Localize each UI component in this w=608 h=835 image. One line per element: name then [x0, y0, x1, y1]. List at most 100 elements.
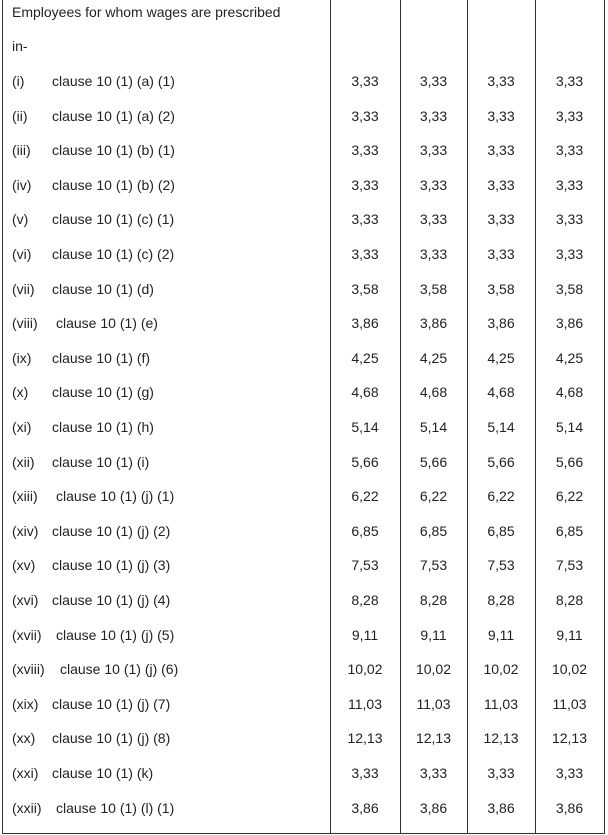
cell-value: 5,14	[555, 419, 584, 435]
cell-value: 10,02	[483, 661, 519, 678]
row-number: (xviii)	[12, 661, 45, 678]
cell-value: 3,86	[419, 315, 448, 332]
row-label: clause 10 (1) (j) (5)	[56, 626, 175, 643]
row-number: (xii)	[12, 453, 35, 470]
cell-value: 9,11	[556, 626, 583, 643]
row-number: (ix)	[12, 349, 32, 366]
cell-value: 9,11	[351, 626, 379, 643]
border	[2, 0, 3, 833]
cell-value: 7,53	[487, 557, 515, 574]
cell-value: 3,58	[555, 280, 584, 297]
cell-value: 4,25	[351, 349, 379, 366]
cell-value: 3,33	[555, 107, 584, 124]
row-label: clause 10 (1) (j) (6)	[60, 661, 179, 678]
cell-value: 3,33	[555, 246, 584, 262]
cell-value: 6,85	[555, 522, 584, 539]
row-number: (ii)	[12, 107, 28, 124]
row-number: (i)	[12, 73, 25, 89]
row-number: (xi)	[12, 419, 32, 435]
cell-value: 3,33	[487, 142, 515, 159]
row-number: (xxii)	[12, 799, 42, 816]
cell-value: 10,02	[347, 661, 383, 678]
cell-value: 3,33	[555, 176, 584, 193]
cell-value: 3,33	[419, 73, 448, 89]
cell-value: 3,33	[419, 211, 448, 228]
cell-value: 4,25	[419, 349, 448, 366]
cell-value: 4,68	[487, 384, 515, 401]
cell-value: 3,86	[487, 315, 515, 332]
row-label: clause 10 (1) (j) (8)	[52, 730, 171, 747]
row-label: clause 10 (1) (b) (2)	[52, 176, 175, 193]
cell-value: 7,53	[351, 557, 379, 574]
cell-value: 11,03	[416, 695, 451, 712]
cell-value: 11,03	[484, 695, 518, 712]
cell-value: 5,14	[351, 419, 379, 435]
border	[2, 833, 605, 834]
cell-value: 3,86	[487, 799, 515, 816]
row-number: (xx)	[12, 730, 36, 747]
row-label: clause 10 (1) (j) (1)	[56, 488, 175, 505]
row-label: clause 10 (1) (j) (2)	[52, 522, 171, 539]
row-number: (xxi)	[12, 765, 39, 781]
cell-value: 3,58	[487, 280, 515, 297]
row-label: clause 10 (1) (c) (1)	[52, 211, 175, 228]
row-number: (x)	[12, 384, 29, 401]
cell-value: 11,03	[552, 695, 587, 712]
cell-value: 3,33	[351, 765, 379, 781]
row-label: clause 10 (1) (g)	[52, 384, 154, 401]
row-label: clause 10 (1) (a) (1)	[52, 73, 175, 89]
row-number: (v)	[12, 211, 29, 228]
column-line	[330, 0, 331, 833]
cell-value: 5,66	[351, 453, 379, 470]
column-line	[467, 0, 468, 833]
row-label: clause 10 (1) (f)	[52, 349, 151, 366]
cell-value: 3,86	[351, 799, 379, 816]
row-number: (iii)	[12, 142, 31, 159]
column-line	[535, 0, 536, 833]
cell-value: 3,33	[487, 176, 515, 193]
cell-value: 4,68	[419, 384, 448, 401]
row-number: (vii)	[12, 280, 35, 297]
cell-value: 6,85	[419, 522, 448, 539]
cell-value: 10,02	[415, 661, 452, 678]
cell-value: 7,53	[555, 557, 584, 574]
row-number: (xiv)	[12, 522, 39, 539]
header-title: Employees for whom wages are prescribed	[12, 4, 281, 20]
cell-value: 3,33	[419, 176, 448, 193]
border	[604, 0, 605, 833]
cell-value: 3,33	[351, 211, 379, 228]
cell-value: 3,33	[419, 107, 448, 124]
cell-value: 5,14	[487, 419, 515, 435]
row-number: (xix)	[12, 695, 39, 712]
cell-value: 4,25	[555, 349, 584, 366]
cell-value: 6,22	[487, 488, 515, 505]
row-number: (xiii)	[12, 488, 38, 505]
cell-value: 3,86	[351, 315, 379, 332]
cell-value: 3,33	[351, 73, 379, 89]
cell-value: 12,13	[551, 730, 588, 747]
cell-value: 5,66	[487, 453, 515, 470]
cell-value: 3,33	[555, 211, 584, 228]
row-number: (viii)	[12, 315, 38, 332]
row-label: clause 10 (1) (c) (2)	[52, 246, 175, 262]
cell-value: 12,13	[483, 730, 519, 747]
row-label: clause 10 (1) (i)	[52, 453, 150, 470]
cell-value: 3,33	[419, 142, 448, 159]
row-number: (iv)	[12, 176, 32, 193]
cell-value: 5,14	[419, 419, 448, 435]
cell-value: 3,33	[487, 765, 515, 781]
cell-value: 3,33	[555, 765, 584, 781]
cell-value: 3,86	[419, 799, 448, 816]
cell-value: 5,66	[419, 453, 448, 470]
cell-value: 5,66	[555, 453, 584, 470]
cell-value: 6,85	[351, 522, 379, 539]
cell-value: 3,33	[351, 107, 379, 124]
cell-value: 11,03	[348, 695, 382, 712]
cell-value: 9,11	[487, 626, 515, 643]
row-number: (xvi)	[12, 592, 39, 608]
row-label: clause 10 (1) (b) (1)	[52, 142, 175, 159]
cell-value: 6,22	[555, 488, 584, 505]
row-label: clause 10 (1) (j) (7)	[52, 695, 171, 712]
cell-value: 3,33	[555, 142, 584, 159]
cell-value: 10,02	[551, 661, 588, 678]
